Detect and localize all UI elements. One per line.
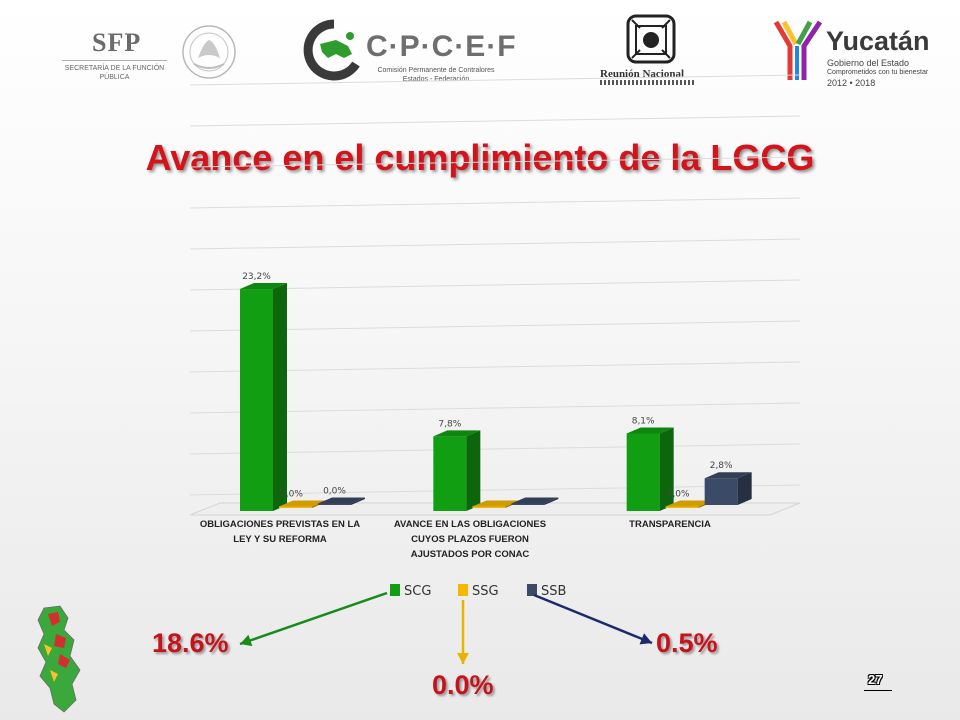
scg-arrow <box>239 591 388 646</box>
sfp-logo-divider <box>62 60 167 61</box>
bar-top-scg-2 <box>626 427 674 434</box>
bar-side-scg-0 <box>273 283 287 511</box>
gridline <box>189 361 801 373</box>
bar-side-ssb-1 <box>544 497 559 505</box>
page-title: Avance en el cumplimiento de la LGCG <box>145 137 815 178</box>
bar-top-ssg-1 <box>472 500 520 507</box>
bar-side-scg-1 <box>466 430 481 511</box>
bar-scg-2 <box>626 433 660 511</box>
category-label-2-0: TRANSPARENCIA <box>629 519 711 530</box>
page-number-underline <box>864 690 892 691</box>
scg-arrow-head <box>240 634 253 647</box>
data-label-scg-0: 23,2% <box>242 272 271 282</box>
bar-top-ssb-2 <box>704 472 752 479</box>
gridline <box>189 484 801 496</box>
category-label-1-1: CUYOS PLAZOS FUERON <box>411 534 529 545</box>
scg-callout: 18.6% <box>152 628 229 658</box>
bar-scg-0 <box>240 289 273 511</box>
reunion-nacional-subtitle <box>600 80 696 85</box>
yucatan-gobierno-label: Gobierno del Estado <box>827 58 910 68</box>
bar-ssg-0 <box>279 506 312 508</box>
bar-top-ssb-1 <box>511 497 559 504</box>
sfp-logo-subtitle: SECRETARÍA DE LA FUNCIÓN PÚBLICA <box>64 65 165 81</box>
nuevo-leon-map-icon <box>37 605 81 713</box>
bar-side-scg-2 <box>659 427 674 511</box>
gridline <box>189 443 801 455</box>
cpcef-logo-subtitle: Comisión Permanente de Contralores Estad… <box>377 67 495 83</box>
gridline <box>189 279 801 291</box>
yucatan-tagline: Comprometidos con tu bienestar <box>827 69 929 76</box>
yucatan-logo-subtitle: Gobierno del Estado Comprometidos con tu… <box>827 58 947 88</box>
mexico-seal-icon <box>182 25 236 79</box>
gridline <box>189 197 801 209</box>
bar-side-ssb-2 <box>737 472 752 505</box>
sfp-logo-text: SFP <box>92 28 142 57</box>
yucatan-logo-text: Yucatán <box>826 26 930 56</box>
legend-swatch-ssb <box>527 584 537 596</box>
category-label-0-0: OBLIGACIONES PREVISTAS EN LA <box>200 519 360 530</box>
bar-ssg-2 <box>665 506 699 508</box>
ssb-callout: 0.5% <box>656 628 718 658</box>
data-label-ssb-2: 2,8% <box>710 461 733 471</box>
page-number: 27 <box>868 672 883 687</box>
bar-top-scg-1 <box>433 430 481 437</box>
category-label-0-1: LEY Y SU REFORMA <box>233 534 327 545</box>
gridline <box>189 74 801 86</box>
cpcef-logo: C·P·C·E·F Comisión Permanente de Contral… <box>302 18 516 84</box>
gridline <box>189 238 801 250</box>
legend-swatch-scg <box>390 584 400 596</box>
bar-ssg-1 <box>472 506 506 508</box>
data-label-scg-2: 8,1% <box>632 417 655 427</box>
yucatan-years: 2012 • 2018 <box>827 78 876 88</box>
bar-scg-1 <box>433 436 467 511</box>
bar-side-ssb-0 <box>351 497 365 505</box>
category-label-1-0: AVANCE EN LAS OBLIGACIONES <box>394 519 546 530</box>
gridline <box>189 402 801 414</box>
bar-top-ssb-0 <box>318 497 365 504</box>
sfp-logo: SFP SECRETARÍA DE LA FUNCIÓN PÚBLICA <box>62 28 167 84</box>
gridline <box>189 156 801 168</box>
data-label-ssg-0: 0,0% <box>280 490 303 500</box>
legend-label-ssb: SSB <box>541 584 566 599</box>
bar-top-scg-0 <box>240 283 287 290</box>
ssg-callout: 0.0% <box>432 670 494 700</box>
bar-top-ssg-2 <box>665 500 713 507</box>
cpcef-map-icon <box>303 19 360 81</box>
category-label-1-2: AJUSTADOS POR CONAC <box>411 549 530 560</box>
logo-bar: SFP SECRETARÍA DE LA FUNCIÓN PÚBLICA C·P… <box>0 0 960 95</box>
ssb-arrow-head <box>639 633 652 645</box>
gridline <box>189 115 801 127</box>
legend-label-ssg: SSG <box>472 584 499 599</box>
ssb-arrow <box>533 593 653 645</box>
data-label-ssg-2: 0,0% <box>667 490 690 500</box>
legend-swatch-ssg <box>458 584 468 596</box>
data-label-scg-1: 7,8% <box>438 419 461 429</box>
yucatan-emblem-icon <box>773 20 823 80</box>
cpcef-logo-text: C·P·C·E·F <box>366 30 517 63</box>
bar-ssb-0 <box>318 503 351 505</box>
bar-ssb-2 <box>704 478 738 505</box>
bar-top-ssg-0 <box>279 500 326 507</box>
gridline <box>189 320 801 332</box>
legend-label-scg: SCG <box>404 584 431 599</box>
yucatan-logo: Yucatán Gobierno del Estado Comprometido… <box>770 16 945 88</box>
bar-ssb-1 <box>511 503 545 505</box>
aztec-glyph-icon <box>626 14 676 64</box>
data-label-ssb-0: 0,0% <box>323 487 346 497</box>
ssg-arrow-head <box>457 653 469 664</box>
